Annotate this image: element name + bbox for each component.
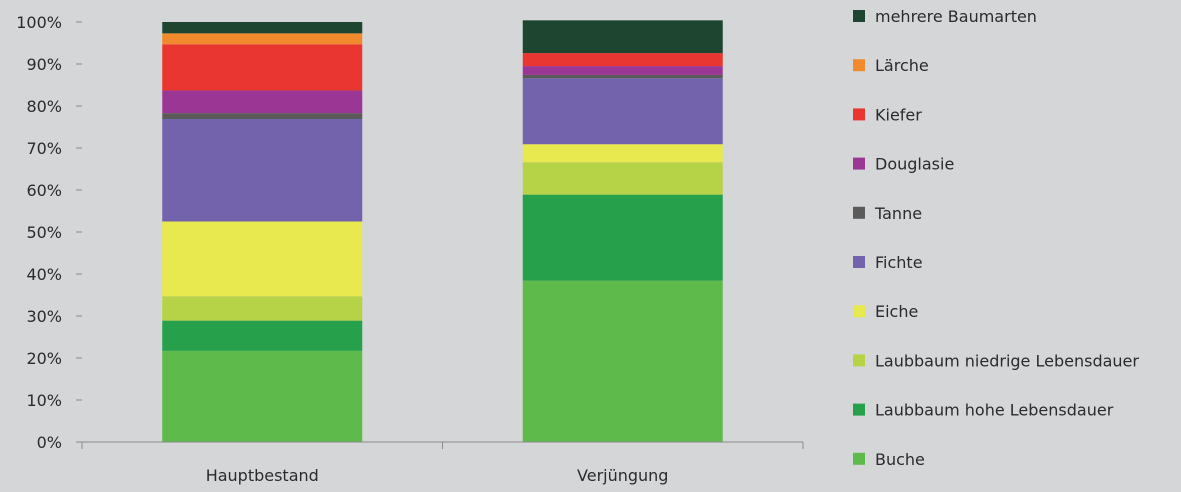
legend-label: Douglasie bbox=[875, 155, 954, 174]
legend-label: Buche bbox=[875, 450, 925, 469]
y-tick-label: 40% bbox=[26, 265, 62, 284]
bars-layer bbox=[162, 20, 723, 442]
legend-swatch bbox=[853, 108, 865, 121]
legend-label: Lärche bbox=[875, 56, 929, 75]
legend-label: Kiefer bbox=[875, 105, 922, 124]
y-tick-label: 90% bbox=[26, 55, 62, 74]
bar-segment-1-5 bbox=[162, 119, 363, 222]
bar-segment-1-6 bbox=[162, 113, 363, 120]
legend-swatch bbox=[853, 354, 865, 367]
y-tick-label: 80% bbox=[26, 97, 62, 116]
legend-label: Eiche bbox=[875, 302, 918, 321]
bar-segment-1-4 bbox=[162, 221, 363, 297]
bar-segment-2-8 bbox=[522, 53, 723, 67]
legend-swatch bbox=[853, 10, 865, 22]
legend-label: Fichte bbox=[875, 253, 923, 272]
bar-segment-1-9 bbox=[162, 33, 363, 45]
legend-layer: mehrere Baumarten Lärche Kiefer Douglasie Ta… bbox=[853, 7, 1139, 469]
bar-segment-2-5 bbox=[522, 78, 723, 145]
y-tick-label: 30% bbox=[26, 307, 62, 326]
y-tick-label: 20% bbox=[26, 349, 62, 368]
y-tick-label: 0% bbox=[37, 433, 62, 452]
bar-segment-1-10 bbox=[162, 22, 363, 34]
bar-segment-2-4 bbox=[522, 144, 723, 163]
bar-segment-2-1 bbox=[522, 280, 723, 442]
legend-swatch bbox=[853, 59, 865, 72]
y-tick-label: 50% bbox=[26, 223, 62, 242]
bar-segment-2-3 bbox=[522, 162, 723, 195]
legend-label: mehrere Baumarten bbox=[875, 7, 1037, 26]
bar-segment-2-10 bbox=[522, 20, 723, 54]
bar-segment-1-8 bbox=[162, 44, 363, 91]
legend-swatch bbox=[853, 452, 865, 465]
x-tick-label: Hauptbestand bbox=[206, 466, 319, 485]
bar-segment-1-7 bbox=[162, 90, 363, 114]
y-tick-label: 100% bbox=[16, 13, 62, 32]
axis-layer: Hauptbestand Verjüngung 0% 10% 20% 30% 40% 50% 6… bbox=[16, 13, 804, 485]
bar-segment-2-6 bbox=[522, 74, 723, 79]
bar-segment-1-1 bbox=[162, 350, 363, 442]
x-tick-label: Verjüngung bbox=[577, 466, 668, 485]
bar-segment-2-7 bbox=[522, 66, 723, 75]
bar-segment-2-2 bbox=[522, 194, 723, 281]
legend-swatch bbox=[853, 305, 865, 318]
legend-swatch bbox=[853, 157, 865, 170]
bar-segment-1-2 bbox=[162, 320, 363, 351]
legend-swatch bbox=[853, 256, 865, 268]
y-tick-label: 70% bbox=[26, 139, 62, 158]
legend-label: Tanne bbox=[874, 204, 922, 223]
legend-swatch bbox=[853, 206, 865, 219]
legend-label: Laubbaum niedrige Lebensdauer bbox=[875, 351, 1139, 370]
legend-swatch bbox=[853, 403, 865, 416]
legend-label: Laubbaum hohe Lebensdauer bbox=[875, 401, 1114, 420]
y-tick-label: 60% bbox=[26, 181, 62, 200]
bar-segment-1-3 bbox=[162, 296, 363, 321]
y-tick-label: 10% bbox=[26, 391, 62, 410]
